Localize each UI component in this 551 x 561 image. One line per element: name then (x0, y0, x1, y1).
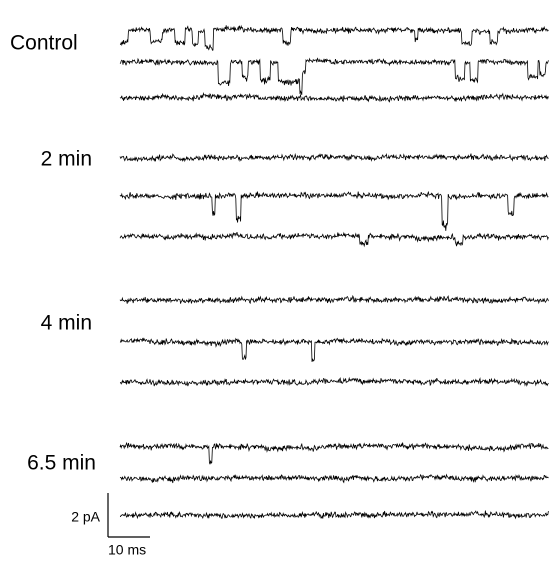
current-trace (119, 92, 549, 103)
current-trace (119, 152, 549, 163)
group-label: Control (10, 32, 78, 55)
current-trace (119, 24, 549, 51)
scale-bar-x-label: 10 ms (108, 542, 146, 558)
current-trace (119, 231, 549, 248)
current-trace (119, 510, 549, 520)
current-trace (119, 337, 549, 362)
current-trace (119, 57, 549, 95)
current-trace (119, 473, 549, 484)
scale-bar: 2 pA 10 ms (71, 493, 150, 558)
current-trace (119, 376, 549, 387)
traces (119, 24, 549, 520)
group-labels: Control 2 min 4 min 6.5 min (10, 32, 96, 475)
group-label: 2 min (41, 148, 92, 171)
scale-bar-y-label: 2 pA (71, 509, 100, 525)
current-trace (119, 441, 549, 465)
group-label: 4 min (41, 312, 92, 335)
current-trace (119, 190, 549, 231)
group-label: 6.5 min (27, 452, 96, 475)
current-trace (119, 294, 549, 305)
